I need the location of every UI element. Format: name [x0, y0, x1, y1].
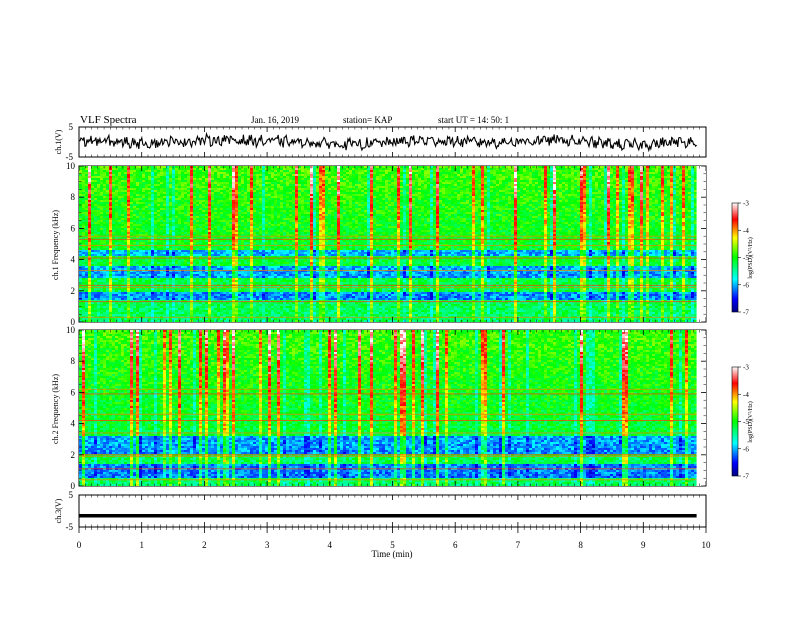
- ch1-waveform-ytick-label: 5: [69, 122, 74, 132]
- ch1-spectrogram-ytick-label: 8: [71, 192, 76, 202]
- ch1-spectrogram-ytick-label: 10: [66, 161, 76, 171]
- ch1-spectrogram-ylabel: ch.1 Frequency (kHz): [51, 210, 60, 280]
- ch2-spectrogram-ytick-label: 4: [71, 419, 76, 429]
- x-tick-label: 6: [453, 540, 458, 550]
- ch1-waveform-ylabel: ch.1(V): [54, 129, 63, 154]
- ch2-spectrogram-ylabel: ch.2 Frequency (kHz): [51, 374, 60, 444]
- colorbar-tick-label: -7: [743, 309, 749, 317]
- start-ut-label: start UT = 14: 50: 1: [438, 115, 509, 125]
- x-tick-label: 1: [139, 540, 144, 550]
- colorbar-tick-label: -5: [743, 418, 749, 426]
- ch1-spectrogram-ytick-label: 2: [71, 286, 76, 296]
- x-axis-label: Time (min): [372, 549, 413, 559]
- ch3-waveform-ytick-label: 5: [69, 490, 74, 500]
- colorbar-tick-label: -4: [743, 227, 749, 235]
- x-tick-label: 10: [702, 540, 712, 550]
- x-tick-label: 2: [202, 540, 207, 550]
- colorbar-tick-label: -6: [743, 445, 749, 453]
- x-tick-label: 9: [641, 540, 646, 550]
- colorbar-tick-label: -6: [743, 281, 749, 289]
- ch2-spectrogram-heatmap: [79, 330, 706, 486]
- ch1-spectrogram-heatmap: [79, 166, 706, 322]
- x-tick-label: 5: [390, 540, 395, 550]
- colorbar-tick-label: -4: [743, 391, 749, 399]
- ch1-spectrogram-ytick-label: 4: [71, 255, 76, 265]
- colorbar-tick-label: -5: [743, 254, 749, 262]
- x-tick-label: 0: [77, 540, 82, 550]
- ch1-waveform-ytick-label: -5: [66, 152, 74, 162]
- figure-title: VLF Spectra: [80, 114, 137, 126]
- date-label: Jan. 16, 2019: [251, 115, 299, 125]
- station-label: station= KAP: [343, 115, 392, 125]
- ch1-waveform-line: [79, 134, 697, 151]
- ch2-spectrogram-ytick-label: 8: [71, 356, 76, 366]
- x-tick-label: 7: [516, 540, 521, 550]
- colorbar-tick-label: -3: [743, 364, 749, 372]
- colorbar-tick-label: -7: [743, 473, 749, 481]
- ch2-spectrogram-ytick-label: 6: [71, 387, 76, 397]
- x-tick-label: 3: [265, 540, 270, 550]
- ch2-spectrogram-ytick-label: 10: [66, 325, 76, 335]
- figure-canvas: VLF Spectra Jan. 16, 2019 station= KAP s…: [0, 0, 792, 612]
- ch2-spectrogram-ytick-label: 2: [71, 450, 76, 460]
- ch3-waveform-ylabel: ch.3(V): [54, 498, 63, 523]
- vlf-spectra-figure: VLF Spectra Jan. 16, 2019 station= KAP s…: [0, 0, 792, 612]
- x-tick-label: 4: [328, 540, 333, 550]
- x-tick-label: 8: [578, 540, 583, 550]
- ch3-waveform-ytick-label: -5: [66, 522, 74, 532]
- colorbar-tick-label: -3: [743, 200, 749, 208]
- ch1-spectrogram-ytick-label: 6: [71, 223, 76, 233]
